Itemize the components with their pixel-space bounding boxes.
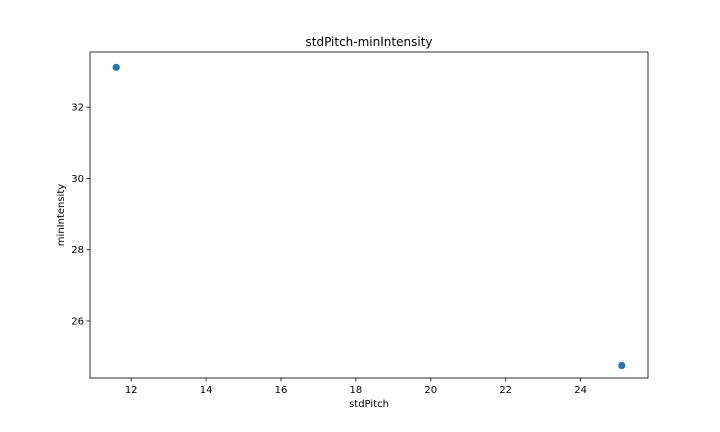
x-tick-label: 16 (275, 385, 288, 396)
data-points (112, 63, 626, 370)
x-axis-label: stdPitch (349, 399, 389, 410)
y-axis-label: minIntensity (56, 184, 67, 246)
chart-title: stdPitch-minIntensity (306, 35, 433, 49)
y-tick-label: 32 (71, 103, 84, 114)
x-tick-label: 14 (200, 385, 213, 396)
x-tick-label: 12 (125, 385, 138, 396)
y-tick-label: 26 (71, 316, 84, 327)
y-tick-label: 28 (71, 245, 84, 256)
x-tick-label: 24 (574, 385, 587, 396)
data-point (618, 361, 626, 370)
x-tick-label: 18 (350, 385, 363, 396)
x-tick-label: 20 (424, 385, 437, 396)
plot-area (89, 51, 649, 379)
data-point (112, 63, 120, 71)
y-axis: 26 28 30 32 (71, 103, 90, 327)
x-tick-label: 22 (499, 385, 512, 396)
y-tick-label: 30 (71, 174, 84, 185)
x-axis: 12 14 16 18 20 22 24 (125, 378, 587, 396)
